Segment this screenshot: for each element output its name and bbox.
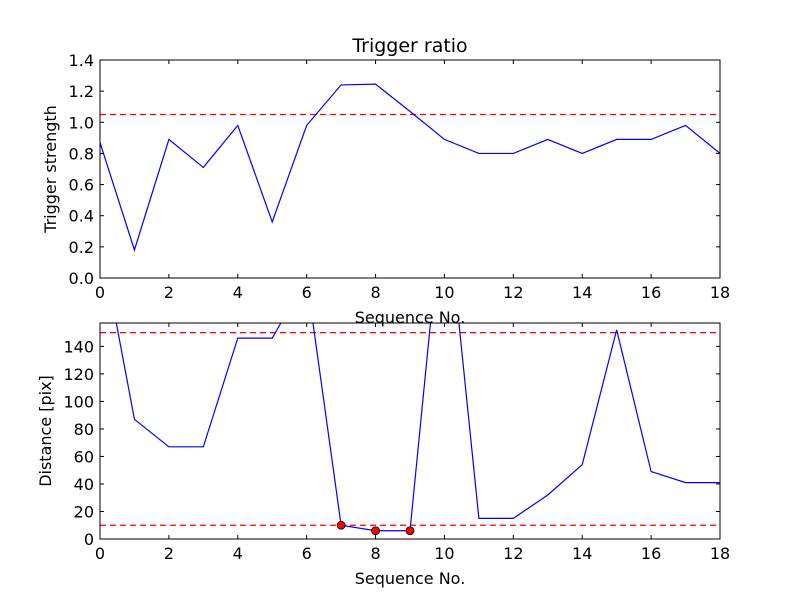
y-tick-label: 0.4	[69, 207, 94, 226]
x-axis-label: Sequence No.	[355, 569, 466, 588]
x-tick-label: 16	[641, 283, 661, 302]
plot-area: 0 2 4 6 8 10 12 14 16 18 0.0 0.2 0.4 0.6 0.8 1.0 1.2 1.4	[69, 51, 731, 302]
x-tick-label: 10	[434, 544, 454, 563]
highlight-marker	[371, 526, 380, 536]
plot-content	[100, 83, 720, 252]
x-tick-label: 4	[233, 283, 243, 302]
x-tick-label: 4	[233, 544, 243, 563]
x-tick-label: 8	[370, 544, 380, 563]
x-tick-label: 12	[503, 544, 523, 563]
x-tick-label: 0	[95, 283, 105, 302]
y-tick-label: 0	[84, 530, 94, 549]
x-tick-label: 18	[710, 283, 730, 302]
axes-frame	[99, 322, 721, 540]
highlight-marker	[405, 526, 415, 536]
y-tick-label: 1.4	[69, 51, 94, 70]
y-tick-label: 1.2	[69, 82, 94, 101]
y-tick-label: 60	[74, 447, 94, 466]
x-tick-label: 14	[572, 544, 592, 563]
y-tick-label: 120	[63, 365, 94, 384]
y-tick-label: 0.0	[69, 269, 94, 288]
y-axis-label: Distance [pix]	[36, 375, 55, 487]
y-tick-label: 20	[74, 502, 94, 521]
x-tick-label: 16	[641, 544, 661, 563]
y-tick-label: 1.0	[69, 113, 94, 132]
y-tick-label: 100	[63, 392, 94, 411]
y-tick-label: 80	[74, 420, 94, 439]
y-tick-label: 40	[74, 475, 94, 494]
y-axis-label: Trigger strength	[41, 105, 60, 234]
y-tick-label: 0.8	[69, 144, 94, 163]
x-tick-label: 2	[164, 544, 174, 563]
x-tick-label: 14	[572, 283, 592, 302]
highlight-marker	[336, 520, 346, 530]
x-tick-label: 2	[164, 283, 174, 302]
x-tick-label: 12	[503, 283, 523, 302]
x-tick-label: 10	[434, 283, 454, 302]
chart-title: Trigger ratio	[351, 35, 467, 57]
subplot-trigger-ratio: Trigger ratio 0 2 4 6 8 10 12 14 16 18 0.0 0.2 0.4 0.…	[41, 35, 730, 327]
y-tick-label: 0.2	[69, 238, 94, 257]
x-tick-label: 8	[370, 283, 380, 302]
x-axis-label: Sequence No.	[355, 308, 466, 327]
x-tick-label: 0	[95, 544, 105, 563]
plot-area: 0 2 4 6 8 10 12 14 16 18 0 20 40 60 80 100 120 140	[63, 322, 730, 563]
x-tick-label: 6	[302, 544, 312, 563]
subplot-distance: 0 2 4 6 8 10 12 14 16 18 0 20 40 60 80 100 120 140 Sequen…	[36, 322, 730, 588]
plot-content	[100, 323, 720, 536]
x-tick-label: 18	[710, 544, 730, 563]
y-tick-label: 0.6	[69, 176, 94, 195]
axes-frame	[99, 59, 721, 279]
series-line	[100, 83, 720, 252]
x-tick-label: 6	[302, 283, 312, 302]
y-tick-label: 140	[63, 337, 94, 356]
